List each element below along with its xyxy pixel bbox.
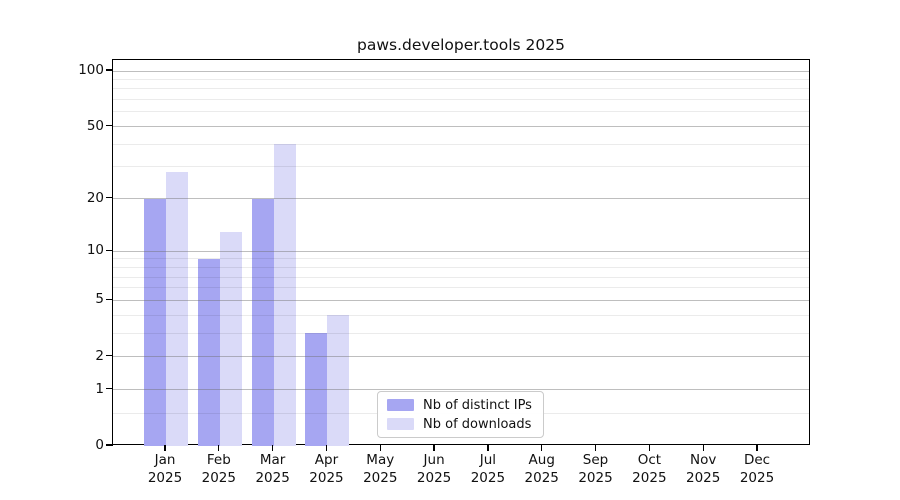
x-tick-mark-oct xyxy=(648,445,650,451)
x-tick-label-jul: Jul 2025 xyxy=(470,452,506,486)
gridline-100 xyxy=(113,70,809,72)
gridline-minor-6 xyxy=(113,287,809,289)
y-tick-mark-50 xyxy=(106,124,113,127)
gridline-minor-7 xyxy=(113,276,809,278)
x-tick-mark-apr xyxy=(325,445,328,451)
gridline-5 xyxy=(113,299,809,301)
bar-feb-downloads xyxy=(219,231,242,446)
x-tick-label-may: May 2025 xyxy=(363,452,398,486)
x-tick-mark-jul xyxy=(487,445,489,451)
y-tick-label-10: 10 xyxy=(86,242,104,259)
gridline-minor-8 xyxy=(113,266,809,268)
chart-title: paws.developer.tools 2025 xyxy=(357,36,565,54)
y-tick-mark-100 xyxy=(106,69,113,71)
x-tick-label-dec: Dec 2025 xyxy=(739,452,775,486)
x-tick-label-jun: Jun 2025 xyxy=(416,452,452,486)
bar-jan-distinct-ips xyxy=(144,198,166,446)
gridline-minor-90 xyxy=(113,78,809,80)
bar-apr-downloads xyxy=(327,315,350,446)
x-tick-label-feb: Feb 2025 xyxy=(201,452,236,486)
gridline-minor-3 xyxy=(113,332,809,334)
x-tick-mark-may xyxy=(379,445,381,451)
legend-swatch-distinct-ips xyxy=(387,399,414,411)
gridline-minor-4 xyxy=(113,314,809,316)
x-tick-mark-sep xyxy=(594,445,597,451)
x-tick-mark-jun xyxy=(433,445,435,451)
y-tick-mark-1 xyxy=(106,388,113,390)
x-tick-mark-dec xyxy=(756,445,758,451)
x-tick-mark-aug xyxy=(541,445,543,451)
y-tick-mark-2 xyxy=(106,355,113,357)
x-tick-label-apr: Apr 2025 xyxy=(309,452,344,486)
y-tick-label-1: 1 xyxy=(95,380,104,397)
gridline-2 xyxy=(113,356,809,358)
legend: Nb of distinct IPs Nb of downloads xyxy=(377,391,544,438)
x-tick-label-aug: Aug 2025 xyxy=(524,452,559,486)
legend-swatch-downloads xyxy=(387,418,414,430)
x-tick-label-oct: Oct 2025 xyxy=(632,452,667,486)
x-tick-label-mar: Mar 2025 xyxy=(255,452,290,486)
x-tick-mark-jan xyxy=(164,445,166,451)
y-tick-mark-20 xyxy=(106,196,113,199)
gridline-minor-60 xyxy=(113,111,809,113)
gridline-10 xyxy=(113,250,809,252)
y-tick-mark-5 xyxy=(106,298,113,301)
gridline-50 xyxy=(113,126,809,128)
y-tick-label-5: 5 xyxy=(95,291,104,308)
gridline-minor-30 xyxy=(113,166,809,168)
y-tick-label-2: 2 xyxy=(95,347,104,364)
x-tick-label-sep: Sep 2025 xyxy=(578,452,613,486)
gridline-minor-80 xyxy=(113,88,809,90)
y-tick-mark-10 xyxy=(106,249,113,251)
legend-label-distinct-ips: Nb of distinct IPs xyxy=(423,397,532,413)
x-tick-mark-feb xyxy=(218,445,220,451)
legend-row-downloads: Nb of downloads xyxy=(387,417,534,432)
bar-jan-downloads xyxy=(166,172,188,446)
gridline-minor-40 xyxy=(113,143,809,145)
gridline-20 xyxy=(113,198,809,200)
x-tick-label-nov: Nov 2025 xyxy=(685,452,721,486)
x-tick-mark-mar xyxy=(271,445,274,451)
x-tick-label-jan: Jan 2025 xyxy=(147,452,183,486)
y-tick-label-0: 0 xyxy=(95,437,104,453)
plot-area xyxy=(112,59,810,446)
bar-feb-distinct-ips xyxy=(197,258,220,446)
legend-label-downloads: Nb of downloads xyxy=(423,416,532,432)
gridline-minor-70 xyxy=(113,99,809,101)
y-tick-label-100: 100 xyxy=(78,62,104,78)
legend-row-distinct-ips: Nb of distinct IPs xyxy=(387,398,534,413)
y-tick-mark-0 xyxy=(106,444,113,446)
bar-apr-distinct-ips xyxy=(305,333,328,446)
bar-mar-distinct-ips xyxy=(251,198,274,446)
y-tick-label-50: 50 xyxy=(86,117,104,134)
bar-mar-downloads xyxy=(273,144,296,446)
y-tick-label-20: 20 xyxy=(86,189,104,206)
gridline-minor-9 xyxy=(113,258,809,260)
gridline-1 xyxy=(113,389,809,391)
x-tick-mark-nov xyxy=(702,445,704,451)
